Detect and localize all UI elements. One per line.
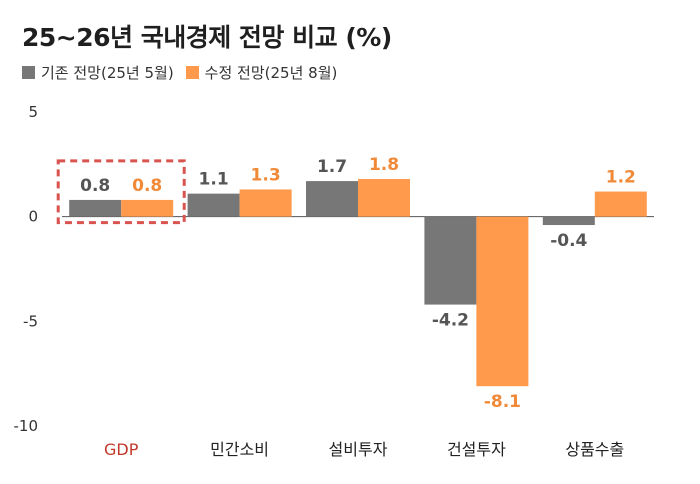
y-tick-label: -10: [14, 417, 39, 435]
data-label-previous: -4.2: [432, 311, 469, 331]
bar-previous: [187, 193, 240, 217]
legend-label-revised: 수정 전망(25년 8월): [204, 64, 338, 82]
data-label-previous: 0.8: [80, 176, 110, 196]
data-label-revised: 1.2: [606, 168, 636, 188]
data-label-revised: 1.8: [369, 155, 399, 175]
y-tick-label: 0: [28, 208, 38, 226]
highlight-box: [56, 159, 186, 225]
bar-revised: [358, 178, 410, 217]
data-label-revised: -8.1: [484, 392, 521, 412]
x-category-label: 상품수출: [565, 440, 624, 459]
x-category-label: GDP: [104, 440, 139, 459]
bar-revised: [594, 191, 647, 217]
legend-item-revised: 수정 전망(25년 8월): [185, 62, 338, 83]
bar-revised: [476, 216, 529, 387]
data-label-previous: 1.1: [199, 170, 229, 190]
legend-swatch-previous: [22, 66, 35, 79]
data-label-revised: 1.3: [251, 165, 281, 185]
bar-revised: [121, 199, 174, 217]
bar-previous: [542, 216, 595, 226]
x-category-label: 건설투자: [447, 440, 506, 459]
legend-label-previous: 기존 전망(25년 5월): [41, 64, 174, 82]
bar-revised: [239, 189, 292, 217]
data-label-revised: 0.8: [132, 176, 162, 196]
legend-item-previous: 기존 전망(25년 5월): [22, 62, 174, 83]
y-tick-label: 5: [28, 103, 38, 121]
chart-legend: 기존 전망(25년 5월) 수정 전망(25년 8월): [22, 62, 349, 83]
bar-previous: [69, 199, 122, 217]
data-label-previous: 1.7: [317, 157, 347, 177]
bar-previous: [306, 181, 358, 217]
y-tick-label: -5: [23, 312, 38, 330]
bar-previous: [424, 216, 477, 305]
x-category-label: 민간소비: [210, 440, 269, 459]
legend-swatch-revised: [185, 66, 199, 79]
x-category-label: 설비투자: [329, 440, 388, 459]
chart-title: 25~26년 국내경제 전망 비교 (%): [22, 23, 392, 52]
data-label-previous: -0.4: [550, 231, 587, 251]
